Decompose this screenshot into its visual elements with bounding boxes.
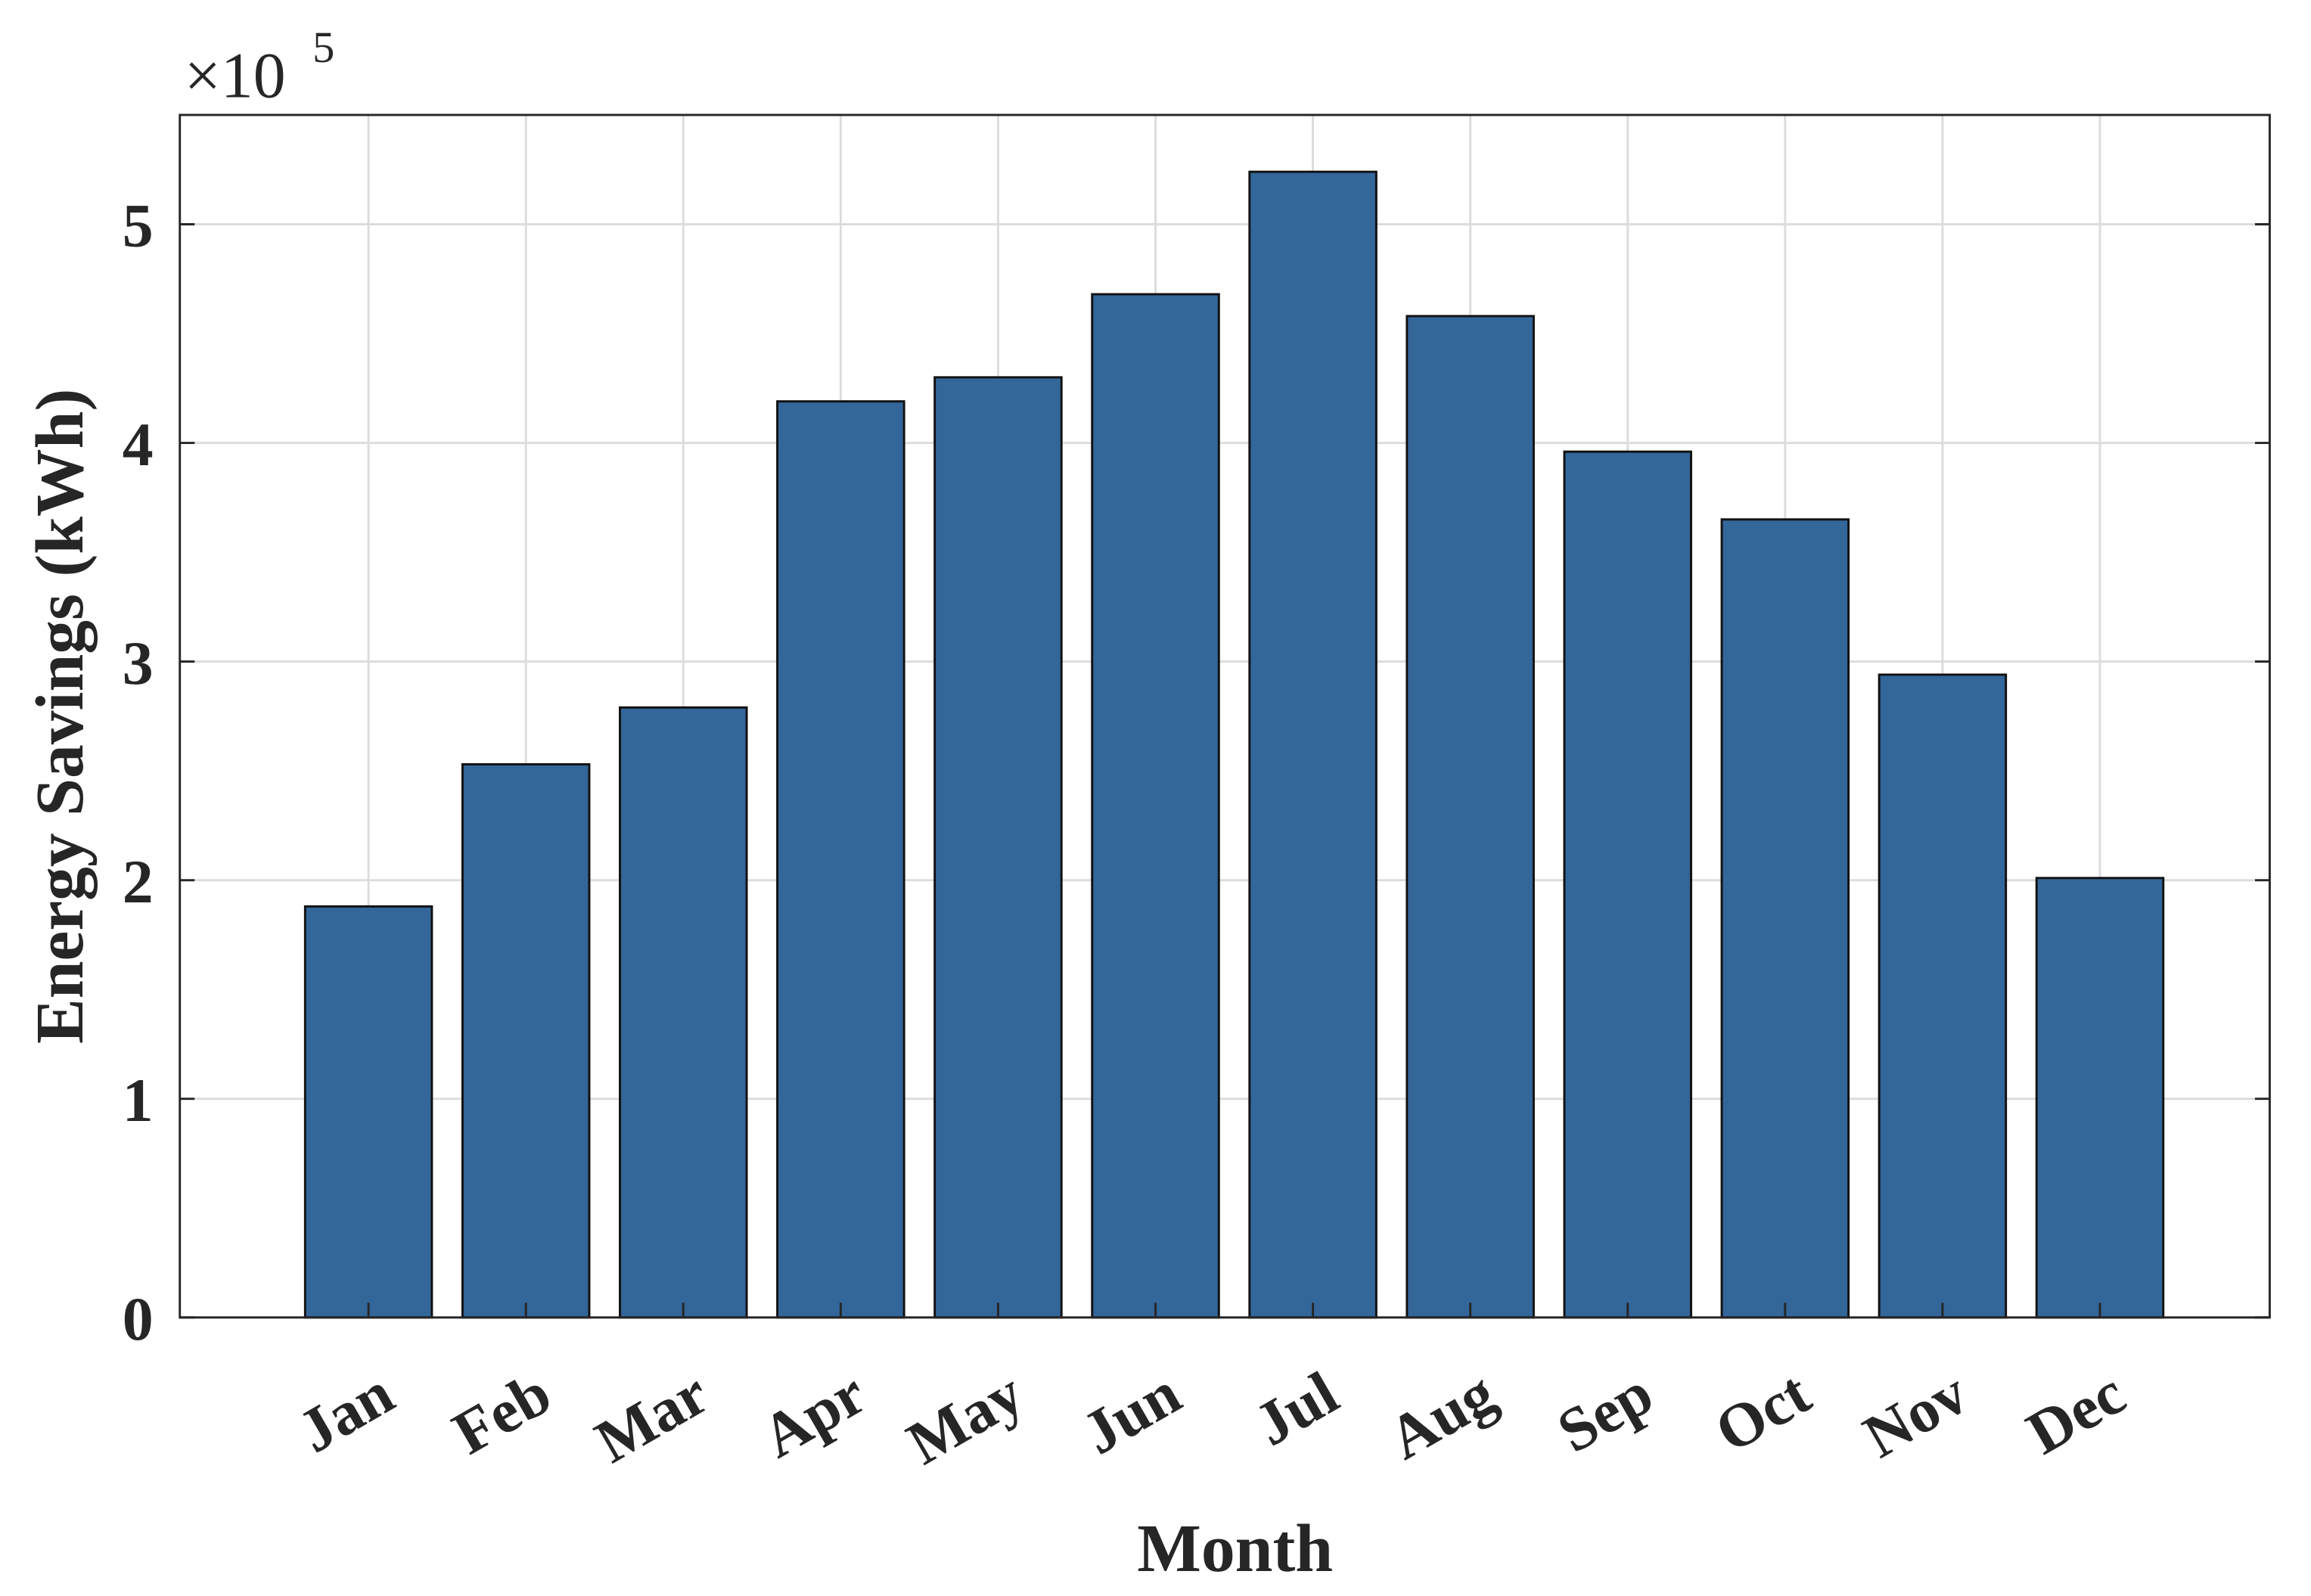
x-tick-label: Sep [1546,1358,1664,1465]
x-tick-label: Jul [1244,1358,1350,1458]
x-tick-label: Apr [750,1358,877,1470]
y-tick-label: 1 [123,1066,154,1135]
x-tick-label: Jan [287,1358,405,1465]
y-tick-label: 2 [123,847,154,916]
bar [1878,673,2008,1319]
bar [619,706,748,1319]
bar [461,763,591,1319]
y-tick-label: 0 [123,1284,154,1353]
x-tick-label: Mar [584,1358,719,1476]
x-tick-label: Oct [1704,1358,1822,1465]
y-tick-label: 4 [123,410,154,479]
bar [1720,518,1850,1319]
y-multiplier-exponent: 5 [312,23,334,72]
x-tick-label: Nov [1852,1358,1979,1470]
bar [2035,877,2165,1319]
bar [1563,450,1692,1319]
x-tick-label: Aug [1377,1358,1507,1473]
y-multiplier-base: ×10 [185,40,286,112]
x-tick-label: May [896,1358,1034,1477]
plot-frame [179,113,2271,1319]
bar [1091,293,1220,1319]
x-axis-label: Month [1137,1511,1333,1586]
bar [933,376,1063,1319]
y-axis-label: Energy Savings (kWh) [23,389,98,1044]
y-tick-label: 3 [123,629,154,697]
x-tick-label: Feb [442,1358,563,1467]
bar [1406,315,1535,1319]
bar [1248,170,1378,1319]
bar [303,905,433,1319]
x-tick-label: Dec [2015,1358,2136,1467]
y-tick-label: 5 [123,191,154,260]
x-tick-label: Jun [1071,1358,1192,1467]
bar [776,400,905,1319]
